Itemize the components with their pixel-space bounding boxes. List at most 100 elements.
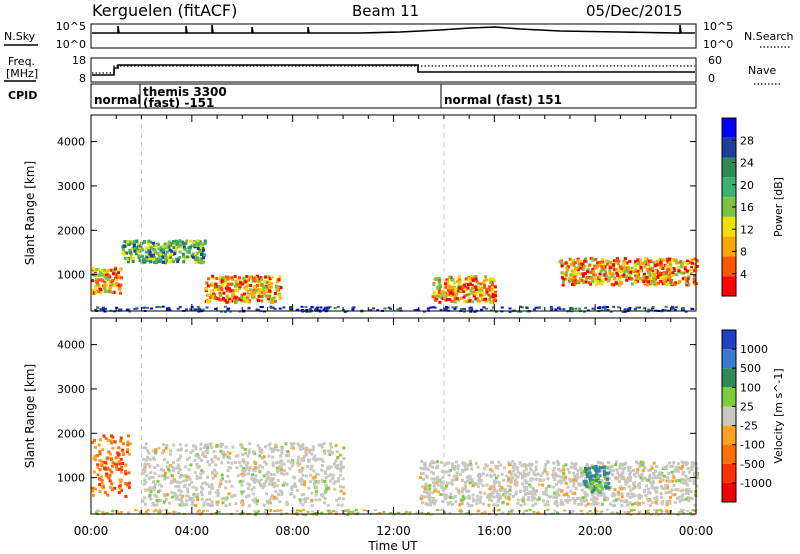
power-ground-cell bbox=[387, 306, 391, 309]
power-cell bbox=[269, 282, 273, 286]
power-cell bbox=[612, 265, 616, 269]
power-ground-cell bbox=[500, 306, 504, 309]
velocity-cell bbox=[201, 452, 205, 456]
power-cell bbox=[441, 297, 445, 301]
velocity-cell bbox=[695, 474, 699, 478]
power-ground-cell bbox=[247, 307, 251, 310]
power-cell bbox=[172, 242, 176, 246]
velocity-cell bbox=[284, 454, 288, 458]
velocity-cell bbox=[239, 480, 243, 483]
velocity-colorbar-tick-label: -100 bbox=[740, 439, 765, 452]
power-cell bbox=[643, 265, 647, 269]
power-cell bbox=[147, 249, 151, 253]
power-cell bbox=[629, 270, 633, 274]
velocity-cell bbox=[465, 489, 469, 493]
velocity-cell bbox=[162, 500, 166, 504]
power-cell bbox=[480, 286, 484, 290]
power-cell bbox=[105, 284, 109, 288]
power-cell bbox=[596, 264, 599, 268]
velocity-cell bbox=[423, 487, 427, 491]
power-cell bbox=[436, 285, 440, 289]
velocity-cell bbox=[500, 473, 504, 476]
velocity-ground-cell bbox=[553, 509, 557, 512]
velocity-cell bbox=[531, 495, 535, 499]
power-cell bbox=[258, 280, 262, 284]
velocity-cell bbox=[275, 484, 279, 488]
velocity-cell bbox=[280, 451, 284, 455]
power-cell bbox=[236, 283, 240, 287]
velocity-ground-cell bbox=[649, 513, 653, 516]
velocity-cell bbox=[545, 472, 549, 476]
velocity-cell bbox=[274, 443, 278, 447]
velocity-cell bbox=[457, 491, 461, 495]
power-cell bbox=[267, 280, 271, 283]
velocity-cell bbox=[518, 489, 522, 493]
power-cell bbox=[480, 291, 484, 295]
power-cell bbox=[574, 281, 578, 285]
velocity-cell bbox=[300, 468, 304, 472]
power-cell bbox=[669, 280, 673, 284]
power-cell bbox=[162, 244, 166, 248]
velocity-ground-cell bbox=[304, 513, 307, 516]
x-tick-label: 00:00 bbox=[679, 524, 714, 538]
power-cell bbox=[123, 256, 127, 260]
power-cell bbox=[260, 299, 264, 303]
velocity-cell bbox=[280, 462, 284, 466]
power-cell bbox=[485, 290, 489, 294]
velocity-cell bbox=[155, 503, 159, 507]
power-cell bbox=[457, 275, 461, 278]
velocity-cell bbox=[520, 482, 524, 486]
velocity-ground-cell bbox=[134, 509, 138, 512]
velocity-cell bbox=[571, 491, 575, 495]
power-cell bbox=[572, 272, 576, 276]
power-cell bbox=[249, 276, 252, 280]
velocity-cell bbox=[559, 481, 563, 485]
velocity-ground-cell bbox=[660, 510, 664, 513]
velocity-cell bbox=[575, 479, 578, 483]
power-cell bbox=[586, 270, 589, 274]
power-cell bbox=[617, 269, 621, 273]
velocity-cell bbox=[339, 469, 343, 473]
velocity-cell bbox=[279, 471, 283, 475]
velocity-ground-cell bbox=[96, 509, 99, 512]
power-cell bbox=[259, 287, 263, 291]
power-cell bbox=[130, 257, 134, 261]
velocity-cell bbox=[671, 474, 675, 478]
velocity-cell bbox=[625, 480, 629, 484]
power-cell bbox=[200, 259, 204, 263]
power-cell bbox=[471, 279, 475, 283]
power-cell bbox=[164, 261, 168, 265]
power-cell bbox=[181, 252, 185, 256]
power-ground-cell bbox=[376, 309, 380, 312]
velocity-cell bbox=[117, 491, 121, 495]
velocity-cell bbox=[257, 480, 261, 484]
velocity-cell bbox=[640, 473, 644, 477]
power-ground-cell bbox=[300, 305, 304, 308]
velocity-cell bbox=[424, 482, 428, 486]
velocity-cell bbox=[179, 454, 182, 458]
velocity-cell bbox=[142, 457, 146, 461]
velocity-ground-cell bbox=[588, 510, 592, 513]
velocity-cell bbox=[191, 485, 195, 489]
power-cell bbox=[569, 278, 572, 282]
power-cell bbox=[656, 270, 659, 274]
velocity-cell bbox=[671, 479, 675, 483]
velocity-cell bbox=[94, 487, 98, 491]
velocity-cell bbox=[453, 478, 456, 482]
velocity-cell bbox=[574, 466, 577, 470]
power-cell bbox=[228, 298, 232, 302]
velocity-ground-cell bbox=[438, 508, 442, 511]
power-cell bbox=[484, 278, 488, 282]
velocity-cell bbox=[584, 467, 587, 470]
power-cell bbox=[188, 250, 191, 254]
velocity-cell bbox=[92, 457, 96, 461]
power-ground-cell bbox=[519, 310, 523, 313]
velocity-cell bbox=[516, 498, 520, 502]
velocity-cell bbox=[690, 497, 694, 501]
velocity-cell bbox=[241, 469, 245, 473]
velocity-cell bbox=[432, 481, 436, 485]
velocity-ground-cell bbox=[263, 511, 267, 514]
velocity-cell bbox=[306, 465, 310, 468]
velocity-cell bbox=[676, 469, 680, 473]
power-cell bbox=[472, 290, 476, 294]
